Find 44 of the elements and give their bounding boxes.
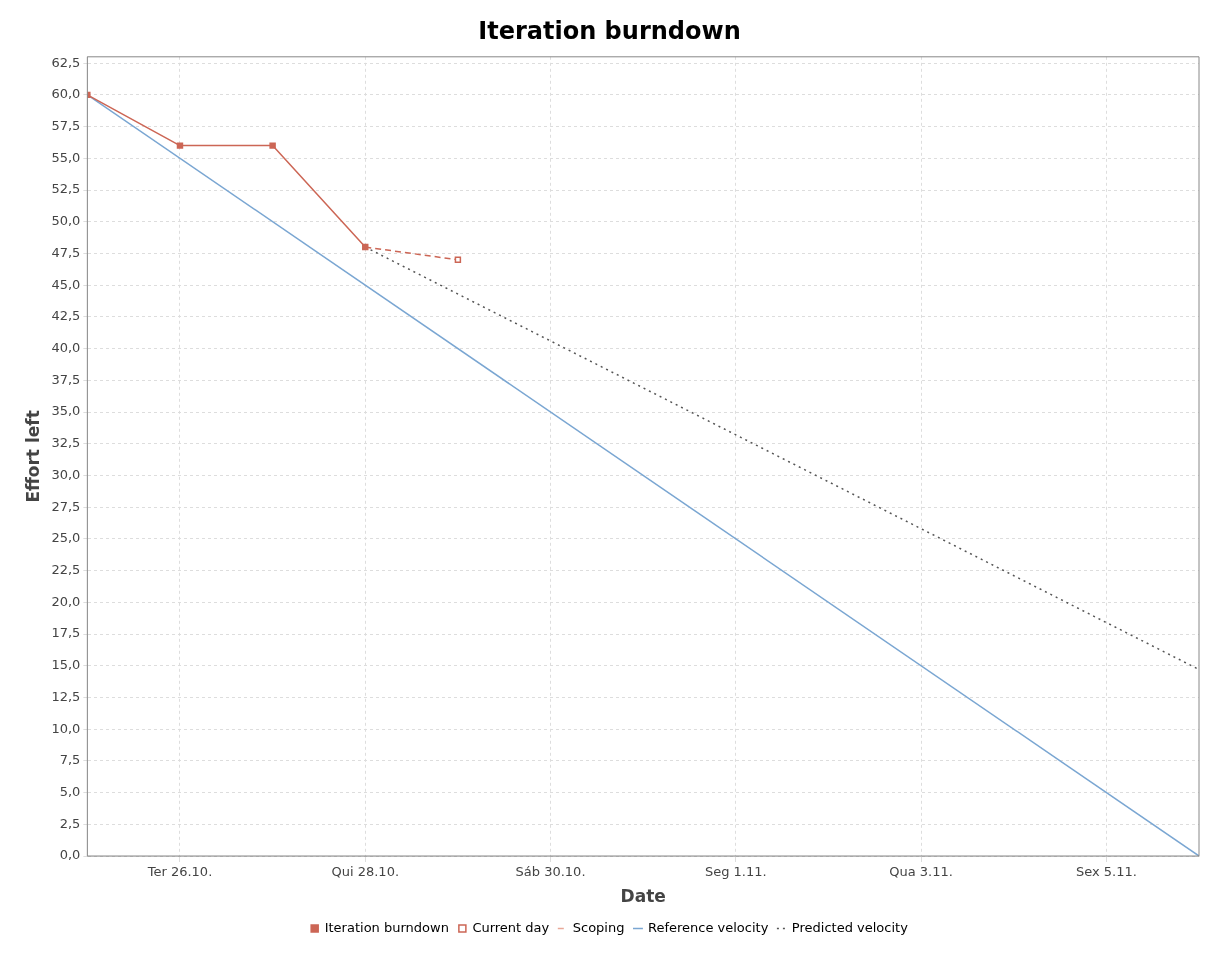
y-tick-label: 15,0 <box>51 657 81 673</box>
legend-label: Reference velocity <box>647 919 769 935</box>
y-tick-label: 12,5 <box>51 688 81 704</box>
y-tick-label: 40,0 <box>51 339 81 355</box>
y-tick-label: 30,0 <box>51 466 81 482</box>
y-tick-label: 37,5 <box>51 371 81 387</box>
y-tick-label: 22,5 <box>51 561 81 577</box>
y-tick-label: 60,0 <box>51 86 81 102</box>
y-tick-label: 52,5 <box>51 181 81 197</box>
y-tick-label: 45,0 <box>51 276 81 292</box>
y-tick-label: 10,0 <box>51 720 81 736</box>
x-tick-label: Sex 5.11. <box>1075 864 1137 880</box>
y-tick-label: 7,5 <box>59 752 81 768</box>
point <box>176 142 184 149</box>
point <box>454 256 462 263</box>
legend-label: Predicted velocity <box>791 919 909 935</box>
x-tick-label: Qua 3.11. <box>889 864 953 880</box>
y-tick-label: 47,5 <box>51 244 81 260</box>
legend-label: Scoping <box>572 919 625 935</box>
x-tick-label: Ter 26.10. <box>146 864 213 880</box>
x-tick-label: Seg 1.11. <box>704 864 767 880</box>
x-axis-title: Date <box>620 886 666 907</box>
y-tick-label: 42,5 <box>51 308 81 324</box>
y-tick-label: 55,0 <box>51 149 81 165</box>
x-tick-label: Sáb 30.10. <box>515 864 586 880</box>
y-tick-label: 25,0 <box>51 530 81 546</box>
point <box>269 142 276 149</box>
y-tick-label: 2,5 <box>59 815 81 831</box>
y-tick-label: 0,0 <box>59 847 81 863</box>
legend-label: Current day <box>472 919 550 935</box>
y-tick-label: 32,5 <box>51 435 81 451</box>
chart-title: Iteration burndown <box>478 16 741 45</box>
y-tick-label: 50,0 <box>51 213 81 229</box>
y-tick-label: 27,5 <box>51 498 81 514</box>
y-tick-label: 57,5 <box>51 117 81 133</box>
y-axis-title: Effort left <box>22 410 43 503</box>
y-tick-label: 35,0 <box>51 403 81 419</box>
y-tick-label: 62,5 <box>51 54 81 70</box>
point <box>362 243 369 251</box>
y-tick-label: 5,0 <box>59 783 81 799</box>
y-tick-label: 20,0 <box>51 593 81 609</box>
x-tick-label: Qui 28.10. <box>331 864 400 880</box>
y-tick-label: 17,5 <box>51 625 81 641</box>
legend-label: Iteration burndown <box>324 919 449 935</box>
